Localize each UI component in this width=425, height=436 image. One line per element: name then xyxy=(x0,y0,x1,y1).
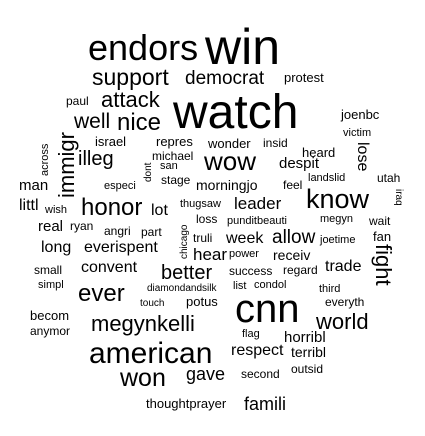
word: power xyxy=(229,248,259,260)
word: respect xyxy=(231,342,284,359)
word: better xyxy=(161,262,213,284)
word: honor xyxy=(81,194,143,221)
word: famili xyxy=(244,394,287,414)
word: landslid xyxy=(308,172,346,184)
word: megynkelli xyxy=(91,311,195,336)
word: loss xyxy=(196,212,218,226)
word: small xyxy=(34,263,63,277)
word: heard xyxy=(302,145,336,160)
word: diamondandsilk xyxy=(147,283,217,294)
word: truli xyxy=(193,231,213,245)
word: flag xyxy=(242,328,260,340)
word: touch xyxy=(140,298,165,309)
word: michael xyxy=(152,149,194,163)
word: lot xyxy=(151,202,168,219)
word: repres xyxy=(156,134,193,149)
word: joetime xyxy=(320,234,356,246)
word: immigr xyxy=(54,132,79,198)
word: thugsaw xyxy=(180,198,221,210)
word: dont xyxy=(143,162,154,182)
word: simpl xyxy=(38,279,64,291)
word: paul xyxy=(66,94,89,108)
word: cnn xyxy=(235,287,300,331)
word: iraq xyxy=(393,189,404,206)
word: everyth xyxy=(325,295,365,309)
word: receiv xyxy=(273,247,311,263)
word: potus xyxy=(186,294,218,309)
word: list xyxy=(233,280,247,292)
word: success xyxy=(229,264,273,278)
word: support xyxy=(92,64,169,90)
word: endors xyxy=(88,27,199,68)
word: third xyxy=(319,283,341,295)
word: angri xyxy=(104,224,131,238)
word: ryan xyxy=(70,219,94,233)
word: fan xyxy=(373,229,392,244)
word: fight xyxy=(371,244,396,286)
word: win xyxy=(205,19,281,75)
word: becom xyxy=(30,308,70,323)
word: despit xyxy=(279,155,320,172)
word: week xyxy=(226,230,264,247)
word: stage xyxy=(161,173,191,187)
word: american xyxy=(89,337,213,370)
word: terribl xyxy=(291,344,327,360)
word: anymor xyxy=(30,324,71,338)
word: know xyxy=(306,184,370,214)
word: thoughtprayer xyxy=(146,396,227,411)
word: regard xyxy=(283,263,318,277)
word: lose xyxy=(354,142,371,172)
word: world xyxy=(316,309,369,334)
word: feel xyxy=(283,178,303,192)
word: gave xyxy=(186,364,226,384)
word: outsid xyxy=(291,362,324,376)
word: morningjo xyxy=(196,177,258,193)
word: everispent xyxy=(84,239,158,256)
word: nice xyxy=(117,109,162,136)
word: megyn xyxy=(320,213,354,225)
word: leader xyxy=(234,194,282,213)
word: wish xyxy=(45,204,68,216)
word: convent xyxy=(81,259,138,276)
word: wonder xyxy=(208,136,251,151)
word: watch xyxy=(173,86,299,139)
word: punditbeauti xyxy=(227,215,287,227)
word: long xyxy=(41,239,72,256)
word: ever xyxy=(78,280,125,307)
word: horribl xyxy=(284,329,326,346)
word: littl xyxy=(19,197,39,214)
word: hear xyxy=(193,245,228,264)
word: condol xyxy=(254,279,287,291)
word: illeg xyxy=(78,148,114,170)
word: israel xyxy=(95,134,127,149)
word: wow xyxy=(204,146,257,176)
word: part xyxy=(141,225,162,239)
word: trade xyxy=(325,258,362,275)
word: allow xyxy=(272,227,316,248)
word: democrat xyxy=(185,68,265,89)
word: san xyxy=(160,160,178,172)
word: joenbc xyxy=(341,107,380,122)
word: victim xyxy=(343,127,372,139)
word: wait xyxy=(369,214,391,228)
word: across xyxy=(39,143,51,176)
word: insid xyxy=(263,136,288,150)
word: chicago xyxy=(179,224,190,259)
word: especi xyxy=(104,180,136,192)
word: won xyxy=(120,364,166,392)
word: well xyxy=(74,110,111,133)
word: second xyxy=(241,367,280,381)
word: attack xyxy=(101,87,160,112)
word: man xyxy=(19,177,49,194)
word: protest xyxy=(284,70,324,85)
word: utah xyxy=(377,171,401,185)
word: real xyxy=(38,218,64,235)
